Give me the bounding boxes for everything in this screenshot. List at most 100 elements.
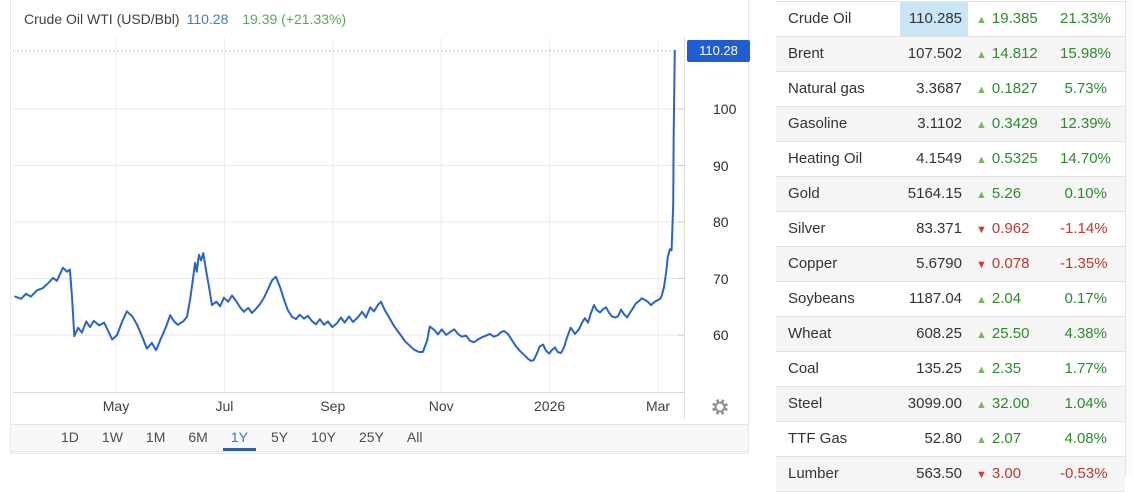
chart-panel: Crude Oil WTI (USD/Bbl) 110.28 19.39 (+21…: [10, 0, 750, 454]
commodity-name[interactable]: Lumber: [788, 465, 839, 482]
commodity-percent: -1.35%: [1060, 255, 1108, 272]
commodity-name[interactable]: Copper: [788, 255, 838, 272]
commodity-percent: 1.04%: [1064, 395, 1107, 412]
commodity-name[interactable]: Coal: [788, 360, 819, 377]
range-button-1w[interactable]: 1W: [101, 429, 123, 445]
up-triangle-icon: ▲: [976, 364, 987, 376]
up-triangle-icon: ▲: [976, 49, 987, 61]
range-button-6m[interactable]: 6M: [188, 429, 208, 445]
x-axis-label: Sep: [320, 398, 346, 414]
current-price-badge: 110.28: [687, 40, 750, 62]
plot-area[interactable]: [13, 36, 685, 392]
commodity-name[interactable]: Heating Oil: [788, 150, 863, 167]
up-triangle-icon: ▲: [976, 14, 987, 26]
table-row[interactable]: Brent 107.502 ▲ 14.812 15.98%: [776, 37, 1125, 72]
range-selector-bar: 1D 1W 1M 6M 1Y 5Y 10Y 25Y All: [11, 424, 748, 452]
commodity-change: 3.00: [991, 465, 1022, 482]
x-axis-label: 2026: [534, 398, 566, 414]
table-row[interactable]: Gold 5164.15 ▲ 5.26 0.10%: [776, 177, 1125, 212]
up-triangle-icon: ▲: [976, 399, 987, 411]
commodity-price: 563.50: [916, 465, 962, 482]
commodity-percent: 4.08%: [1064, 430, 1107, 447]
chart-change: 19.39 (+21.33%): [242, 11, 347, 27]
table-row[interactable]: Crude Oil 110.285 ▲ 19.385 21.33%: [776, 2, 1125, 37]
range-button-1m[interactable]: 1M: [145, 429, 166, 445]
up-triangle-icon: ▲: [976, 294, 987, 306]
commodity-percent: 5.73%: [1064, 80, 1107, 97]
commodity-percent: 0.17%: [1064, 290, 1107, 307]
commodity-price: 83.371: [916, 220, 962, 237]
table-row[interactable]: TTF Gas 52.80 ▲ 2.07 4.08%: [776, 422, 1125, 457]
commodity-change: 0.5325: [991, 150, 1038, 167]
commodity-price: 110.285: [900, 2, 968, 36]
commodity-price: 3.1102: [917, 115, 962, 132]
commodity-percent: 14.70%: [1060, 150, 1111, 167]
table-row[interactable]: Silver 83.371 ▼ 0.962 -1.14%: [776, 212, 1125, 247]
table-row[interactable]: Natural gas 3.3687 ▲ 0.1827 5.73%: [776, 72, 1125, 107]
commodity-name[interactable]: Natural gas: [788, 80, 865, 97]
range-button-10y[interactable]: 10Y: [311, 429, 336, 445]
commodity-price: 4.1549: [916, 150, 962, 167]
up-triangle-icon: ▲: [976, 329, 987, 341]
commodity-percent: -1.14%: [1060, 220, 1108, 237]
y-axis-label: 60: [713, 327, 729, 343]
commodity-name[interactable]: Wheat: [788, 325, 832, 342]
commodity-change: 0.962: [991, 220, 1030, 237]
table-row[interactable]: Coal 135.25 ▲ 2.35 1.77%: [776, 352, 1125, 387]
commodity-percent: 12.39%: [1060, 115, 1111, 132]
commodity-name[interactable]: Soybeans: [788, 290, 855, 307]
up-triangle-icon: ▲: [976, 154, 987, 166]
y-axis-label: 100: [713, 101, 737, 117]
commodity-name[interactable]: TTF Gas: [788, 430, 848, 447]
commodity-price: 3.3687: [916, 80, 962, 97]
commodity-change: 25.50: [991, 325, 1030, 342]
commodity-change: 19.385: [991, 10, 1038, 27]
x-axis-label: Nov: [428, 398, 454, 414]
down-triangle-icon: ▼: [976, 259, 987, 271]
table-row[interactable]: Steel 3099.00 ▲ 32.00 1.04%: [776, 387, 1125, 422]
commodity-name[interactable]: Gasoline: [788, 115, 848, 132]
range-button-1y[interactable]: 1Y: [222, 425, 256, 451]
commodity-name[interactable]: Steel: [788, 395, 823, 412]
range-button-all[interactable]: All: [406, 429, 423, 445]
up-triangle-icon: ▲: [976, 119, 987, 131]
table-row[interactable]: Gasoline 3.1102 ▲ 0.3429 12.39%: [776, 107, 1125, 142]
commodity-percent: 4.38%: [1064, 325, 1107, 342]
commodity-name[interactable]: Silver: [788, 220, 826, 237]
commodity-name[interactable]: Crude Oil: [788, 10, 852, 27]
price-line-series[interactable]: [14, 49, 676, 362]
commodity-percent: 1.77%: [1064, 360, 1107, 377]
commodity-name[interactable]: Brent: [788, 45, 824, 62]
table-row[interactable]: Heating Oil 4.1549 ▲ 0.5325 14.70%: [776, 142, 1125, 177]
commodity-percent: 0.10%: [1064, 185, 1107, 202]
down-triangle-icon: ▼: [976, 224, 987, 236]
x-axis-label: Mar: [645, 398, 671, 414]
commodities-table: Crude Oil 110.285 ▲ 19.385 21.33% Brent 107.50…: [776, 1, 1125, 492]
table-row[interactable]: Wheat 608.25 ▲ 25.50 4.38%: [776, 317, 1125, 352]
y-axis-line: [684, 36, 685, 420]
commodity-price: 107.502: [907, 45, 962, 62]
table-row[interactable]: Copper 5.6790 ▼ 0.078 -1.35%: [776, 247, 1125, 282]
x-axis-line: [13, 392, 685, 393]
commodity-price: 3099.00: [907, 395, 962, 412]
range-button-1d[interactable]: 1D: [61, 429, 79, 445]
up-triangle-icon: ▲: [976, 84, 987, 96]
commodity-price: 1187.04: [908, 290, 962, 307]
table-row[interactable]: Lumber 563.50 ▼ 3.00 -0.53%: [776, 457, 1125, 492]
range-button-5y[interactable]: 5Y: [270, 429, 289, 445]
down-triangle-icon: ▼: [976, 469, 987, 481]
chart-settings-button[interactable]: [710, 397, 730, 417]
up-triangle-icon: ▲: [976, 434, 987, 446]
commodity-change: 2.35: [991, 360, 1022, 377]
price-chart[interactable]: [13, 36, 685, 392]
table-row[interactable]: Soybeans 1187.04 ▲ 2.04 0.17%: [776, 282, 1125, 317]
commodity-price: 608.25: [916, 325, 962, 342]
commodity-price: 135.25: [916, 360, 962, 377]
scrollbar[interactable]: [1125, 0, 1133, 476]
commodity-change: 0.1827: [991, 80, 1038, 97]
commodity-change: 2.04: [991, 290, 1022, 307]
commodity-change: 32.00: [991, 395, 1030, 412]
range-button-25y[interactable]: 25Y: [358, 429, 384, 445]
commodity-name[interactable]: Gold: [788, 185, 820, 202]
commodity-price: 52.80: [924, 430, 962, 447]
